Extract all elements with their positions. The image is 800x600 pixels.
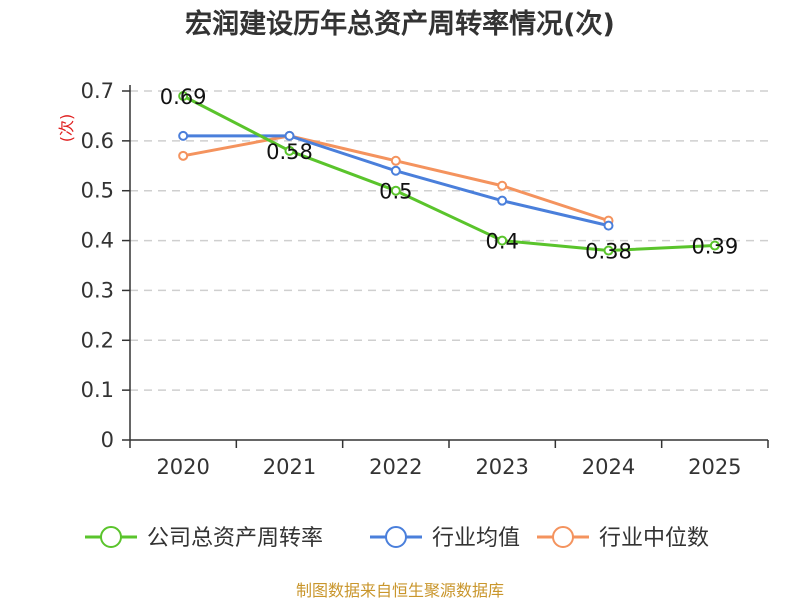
y-tick-label: 0.2 — [81, 328, 114, 352]
legend-item-2[interactable]: 行业中位数 — [537, 526, 709, 551]
data-point[interactable] — [178, 130, 189, 141]
y-tick-label: 0.6 — [81, 129, 114, 153]
x-tick-label: 2022 — [369, 455, 422, 479]
data-point[interactable] — [390, 155, 401, 166]
legend-marker — [100, 526, 122, 548]
series-line-2 — [182, 134, 609, 223]
data-label: 0.39 — [691, 235, 738, 259]
series-line-0 — [182, 94, 715, 253]
x-tick-label: 2024 — [582, 455, 635, 479]
source-note: 制图数据来自恒生聚源数据库 — [296, 581, 504, 600]
x-tick-label: 2021 — [263, 455, 316, 479]
data-point[interactable] — [390, 185, 401, 196]
legend-item-0[interactable]: 公司总资产周转率 — [85, 526, 323, 551]
y-tick-label: 0.7 — [81, 79, 114, 103]
data-point[interactable] — [178, 150, 189, 161]
legend-label: 行业均值 — [432, 526, 520, 551]
data-point[interactable] — [497, 235, 508, 246]
legend-marker — [385, 526, 407, 548]
data-label: 0.58 — [266, 140, 313, 164]
data-point[interactable] — [284, 130, 295, 141]
y-tick-label: 0 — [101, 428, 114, 452]
chart-title: 宏润建设历年总资产周转率情况(次) — [185, 8, 615, 40]
data-point[interactable] — [497, 180, 508, 191]
data-label: 0.5 — [379, 180, 412, 204]
data-label: 0.4 — [485, 230, 518, 254]
y-tick-label: 0.4 — [81, 229, 114, 253]
legend-label: 公司总资产周转率 — [147, 526, 323, 551]
data-point[interactable] — [709, 240, 720, 251]
data-point[interactable] — [390, 165, 401, 176]
y-tick-label: 0.3 — [81, 278, 114, 302]
y-axis-label: (次) — [57, 114, 76, 143]
data-point[interactable] — [178, 90, 189, 101]
y-tick-label: 0.5 — [81, 179, 114, 203]
data-label: 0.38 — [585, 240, 632, 264]
legend-label: 行业中位数 — [599, 526, 709, 551]
x-tick-label: 2020 — [156, 455, 209, 479]
x-tick-label: 2023 — [475, 455, 528, 479]
data-point[interactable] — [603, 245, 614, 256]
data-point[interactable] — [497, 195, 508, 206]
data-label: 0.69 — [160, 85, 207, 109]
legend-marker — [552, 526, 574, 548]
y-tick-label: 0.1 — [81, 378, 114, 402]
x-tick-label: 2025 — [688, 455, 741, 479]
data-point[interactable] — [603, 220, 614, 231]
data-point[interactable] — [284, 145, 295, 156]
legend-item-1[interactable]: 行业均值 — [370, 526, 520, 551]
